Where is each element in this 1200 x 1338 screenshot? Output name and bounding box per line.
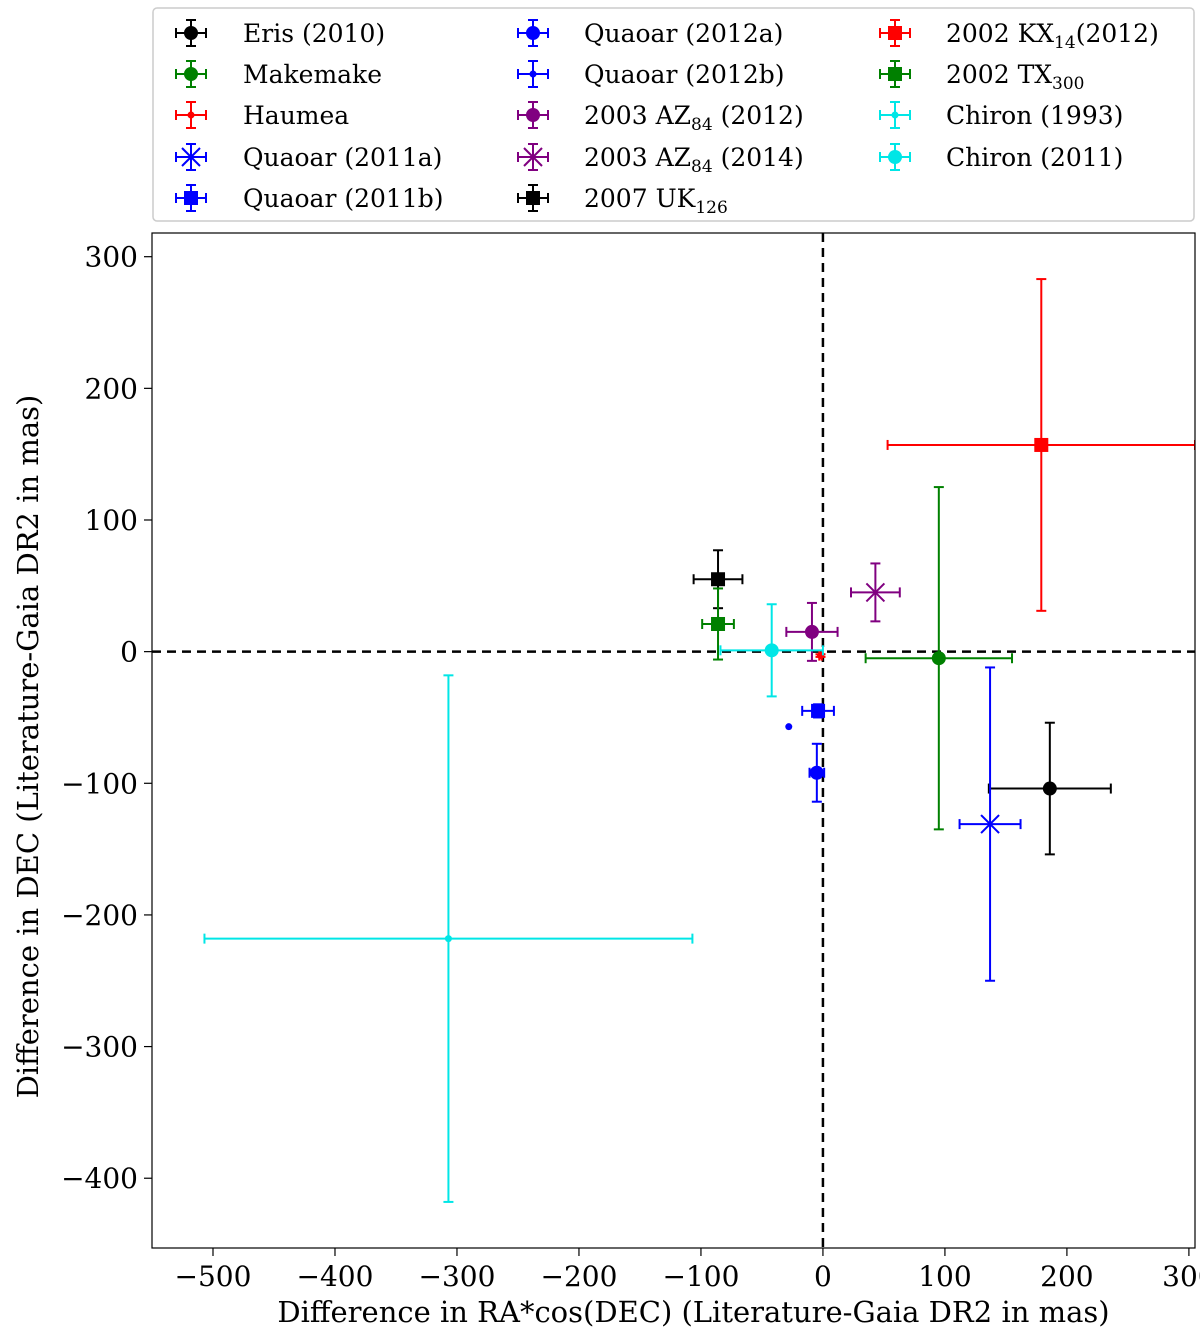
y-tick-label: −100 (61, 767, 138, 800)
data-point-2003-az84-2014 (849, 562, 901, 623)
x-tick-label: −300 (419, 1260, 496, 1293)
marker-circle (931, 651, 946, 666)
marker-x-stroke (980, 814, 1000, 834)
marker-square (711, 616, 726, 631)
legend: Eris (2010) Makemake Haumea Quaoar (2011a) Q… (152, 7, 1195, 222)
marker-square (888, 67, 902, 81)
legend-item-2003-az84-2014: 2003 AZ84 (2014) (517, 143, 804, 177)
marker-point (891, 111, 899, 119)
legend-item-eris-2010: Eris (2010) (175, 19, 385, 48)
plot-frame (151, 232, 1196, 1249)
legend-item-quaoar-2012b: Quaoar (2012b) (517, 60, 785, 89)
legend-item-2002-kx14-2012: 2002 KX14(2012) (879, 19, 1159, 53)
data-point-2007-uk126 (692, 549, 744, 610)
y-tick-label: 100 (85, 504, 138, 537)
x-tick-label: 0 (814, 1260, 832, 1293)
marker-circle (809, 765, 824, 780)
y-tick-label: 200 (85, 372, 138, 405)
legend-label: Makemake (243, 60, 382, 89)
y-tick-label: 300 (85, 241, 138, 274)
legend-label: Quaoar (2012a) (584, 19, 783, 48)
y-tick-label: −300 (61, 1031, 138, 1064)
x-tick-label: −500 (175, 1260, 252, 1293)
y-axis-label: Difference in DEC (Literature-Gaia DR2 i… (11, 395, 45, 1099)
legend-label: Quaoar (2012b) (584, 60, 785, 89)
legend-item-chiron-2011: Chiron (2011) (879, 143, 1123, 172)
marker-circle (888, 150, 902, 164)
legend-item-haumea: Haumea (175, 101, 349, 130)
marker-circle (184, 67, 198, 81)
marker-circle (526, 108, 540, 122)
legend-item-quaoar-2011b: Quaoar (2011b) (175, 184, 444, 213)
marker-point (785, 723, 793, 731)
data-point-2003-az84-2012 (785, 601, 839, 662)
marker-square (526, 191, 540, 205)
marker-point (187, 111, 195, 119)
marker-circle (1042, 781, 1057, 796)
marker-x-stroke (181, 147, 201, 167)
legend-label: Quaoar (2011b) (243, 184, 444, 213)
data-point-quaoar-2011b (801, 703, 835, 719)
legend-item-quaoar-2011a: Quaoar (2011a) (175, 143, 442, 172)
x-tick-label: 100 (918, 1260, 971, 1293)
legend-item-2002-tx300: 2002 TX300 (879, 60, 1085, 94)
legend-label: Quaoar (2011a) (243, 143, 442, 172)
legend-label: 2007 UK126 (584, 184, 728, 218)
x-tick-label: 300 (1162, 1260, 1200, 1293)
marker-square (184, 191, 198, 205)
legend-box (152, 7, 1195, 222)
x-axis-label: Difference in RA*cos(DEC) (Literature-Ga… (277, 1295, 1109, 1329)
legend-label: 2003 AZ84 (2014) (584, 143, 804, 177)
legend-label: 2003 AZ84 (2012) (584, 101, 804, 135)
legend-label: 2002 TX300 (946, 60, 1085, 94)
data-points (203, 278, 1195, 1203)
marker-circle (526, 26, 540, 40)
plot-area: −500 −400 −300 −200 −100 0 100 200 300 −400 −300 −2… (11, 232, 1200, 1329)
legend-label: Eris (2010) (243, 19, 385, 48)
data-point-2002-kx14-2012 (886, 278, 1195, 612)
marker-x-stroke (865, 582, 886, 603)
marker-circle (764, 643, 779, 658)
marker-square (888, 26, 902, 40)
data-point-makemake (864, 486, 1014, 831)
marker-square (1034, 437, 1049, 452)
legend-item-2003-az84-2012: 2003 AZ84 (2012) (517, 101, 804, 135)
x-tick-label: −400 (297, 1260, 374, 1293)
data-point-chiron-2011 (719, 603, 824, 698)
marker-square (811, 703, 826, 718)
marker-square (711, 572, 726, 587)
x-tick-label: 200 (1040, 1260, 1093, 1293)
legend-label: Chiron (2011) (946, 143, 1123, 172)
marker-x-stroke (523, 147, 543, 167)
data-point-quaoar-2012a (808, 742, 826, 803)
data-point-2002-tx300 (701, 587, 735, 661)
marker-circle (184, 26, 198, 40)
legend-label: Chiron (1993) (946, 101, 1123, 130)
x-tick-label: −100 (662, 1260, 739, 1293)
marker-circle (804, 624, 819, 639)
marker-point (444, 935, 452, 943)
data-point-quaoar-2012b (785, 723, 793, 731)
legend-item-2007-uk126: 2007 UK126 (517, 184, 728, 218)
data-point-quaoar-2011a (958, 666, 1022, 982)
legend-label: 2002 KX14(2012) (946, 19, 1159, 53)
legend-item-quaoar-2012a: Quaoar (2012a) (517, 19, 783, 48)
y-tick-label: −400 (61, 1162, 138, 1195)
legend-label: Haumea (243, 101, 349, 130)
data-point-chiron-1993 (203, 674, 694, 1203)
legend-item-chiron-1993: Chiron (1993) (879, 101, 1123, 130)
marker-point (529, 70, 537, 78)
x-tick-label: −200 (541, 1260, 618, 1293)
y-tick-label: 0 (120, 636, 138, 669)
legend-item-makemake: Makemake (175, 60, 382, 89)
data-point-eris-2010 (987, 721, 1112, 856)
y-tick-label: −200 (61, 899, 138, 932)
